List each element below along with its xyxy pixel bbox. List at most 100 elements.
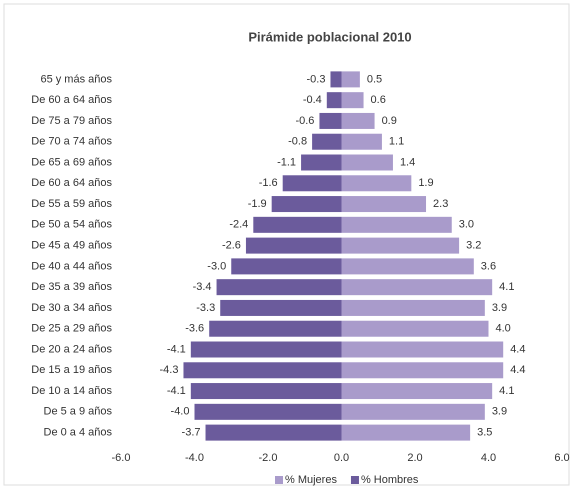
y-tick-label: De 55 a 59 años [31, 198, 112, 210]
legend-swatch [350, 476, 359, 484]
legend-label: % Mujeres [285, 474, 337, 486]
x-tick-label: -2.0 [259, 452, 278, 464]
data-label: -1.1 [277, 156, 296, 168]
y-tick-label: De 20 a 24 años [31, 343, 112, 355]
legend-swatch [275, 476, 283, 484]
bar [341, 133, 382, 150]
y-tick-label: De 70 a 74 años [31, 136, 112, 148]
data-label: 0.5 [367, 73, 382, 85]
data-label: 4.0 [496, 323, 511, 335]
bar [341, 258, 474, 275]
bar [326, 92, 342, 109]
y-tick-label: De 40 a 44 años [31, 260, 112, 272]
bar [183, 362, 342, 379]
y-tick-label: De 60 a 64 años [31, 94, 112, 106]
data-label: -0.6 [295, 115, 314, 127]
data-label: 0.9 [382, 115, 397, 127]
y-tick-label: De 10 a 14 años [31, 385, 112, 397]
legend-label: % Hombres [361, 474, 419, 486]
data-label: -1.6 [259, 177, 278, 189]
data-label: 1.9 [418, 177, 433, 189]
y-tick-label: De 75 a 79 años [31, 115, 112, 127]
bar [341, 362, 504, 379]
y-tick-label: De 50 a 54 años [31, 219, 112, 231]
data-label: -4.1 [167, 385, 186, 397]
data-label: -2.4 [229, 219, 248, 231]
data-label: -3.3 [196, 302, 215, 314]
x-tick-label: -6.0 [112, 452, 131, 464]
data-label: -4.1 [167, 343, 186, 355]
data-label: -3.0 [207, 260, 226, 272]
data-label: 3.9 [492, 406, 507, 418]
bar [341, 403, 485, 420]
bar [341, 154, 393, 171]
chart-title: Pirámide poblacional 2010 [248, 29, 411, 44]
bar [205, 424, 342, 441]
data-label: 4.1 [499, 385, 514, 397]
bar [319, 112, 342, 129]
bar [301, 154, 342, 171]
data-label: -3.7 [182, 427, 201, 439]
data-label: 3.6 [481, 260, 496, 272]
data-label: 4.1 [499, 281, 514, 293]
bar [341, 71, 360, 88]
x-tick-label: -4.0 [185, 452, 204, 464]
data-label: -4.0 [171, 406, 190, 418]
bar [341, 175, 412, 192]
bar [341, 341, 504, 358]
bar [341, 112, 375, 129]
bar [341, 237, 460, 254]
bar [341, 92, 364, 109]
data-label: -3.6 [185, 323, 204, 335]
bar [231, 258, 342, 275]
bar [341, 424, 471, 441]
data-label: -2.6 [222, 240, 241, 252]
y-tick-label: De 65 a 69 años [31, 156, 112, 168]
data-label: 2.3 [433, 198, 448, 210]
data-label: 3.5 [477, 427, 492, 439]
data-label: 3.9 [492, 302, 507, 314]
data-label: 4.4 [510, 343, 525, 355]
y-tick-label: De 25 a 29 años [31, 323, 112, 335]
data-label: -1.9 [248, 198, 267, 210]
bar [282, 175, 342, 192]
x-tick-label: 4.0 [481, 452, 496, 464]
bar [330, 71, 342, 88]
x-tick-label: 2.0 [407, 452, 422, 464]
data-label: 3.0 [459, 219, 474, 231]
bar [190, 383, 342, 400]
y-tick-label: De 5 a 9 años [44, 406, 113, 418]
data-label: -4.3 [160, 364, 179, 376]
y-tick-label: De 35 a 39 años [31, 281, 112, 293]
y-tick-label: De 30 a 34 años [31, 302, 112, 314]
data-label: -0.8 [288, 136, 307, 148]
data-label: -3.4 [193, 281, 212, 293]
bar [216, 279, 342, 296]
data-label: 0.6 [371, 94, 386, 106]
bar [253, 216, 342, 233]
y-tick-label: 65 y más años [40, 73, 112, 85]
bar [341, 383, 493, 400]
bar [341, 279, 493, 296]
bar [220, 299, 342, 316]
data-label: -0.4 [303, 94, 322, 106]
data-label: 3.2 [466, 240, 481, 252]
bar [190, 341, 342, 358]
bar [209, 320, 342, 337]
data-label: 4.4 [510, 364, 525, 376]
bar [194, 403, 342, 420]
y-tick-label: De 60 a 64 años [31, 177, 112, 189]
bar [341, 299, 485, 316]
bar [341, 196, 427, 213]
x-tick-label: 6.0 [554, 452, 569, 464]
x-tick-label: 0.0 [334, 452, 349, 464]
y-tick-label: De 15 a 19 años [31, 364, 112, 376]
y-tick-label: De 45 a 49 años [31, 240, 112, 252]
data-label: -0.3 [307, 73, 326, 85]
y-tick-label: De 0 a 4 años [44, 427, 113, 439]
data-label: 1.1 [389, 136, 404, 148]
bar [341, 216, 452, 233]
bar [271, 196, 342, 213]
bar [312, 133, 342, 150]
